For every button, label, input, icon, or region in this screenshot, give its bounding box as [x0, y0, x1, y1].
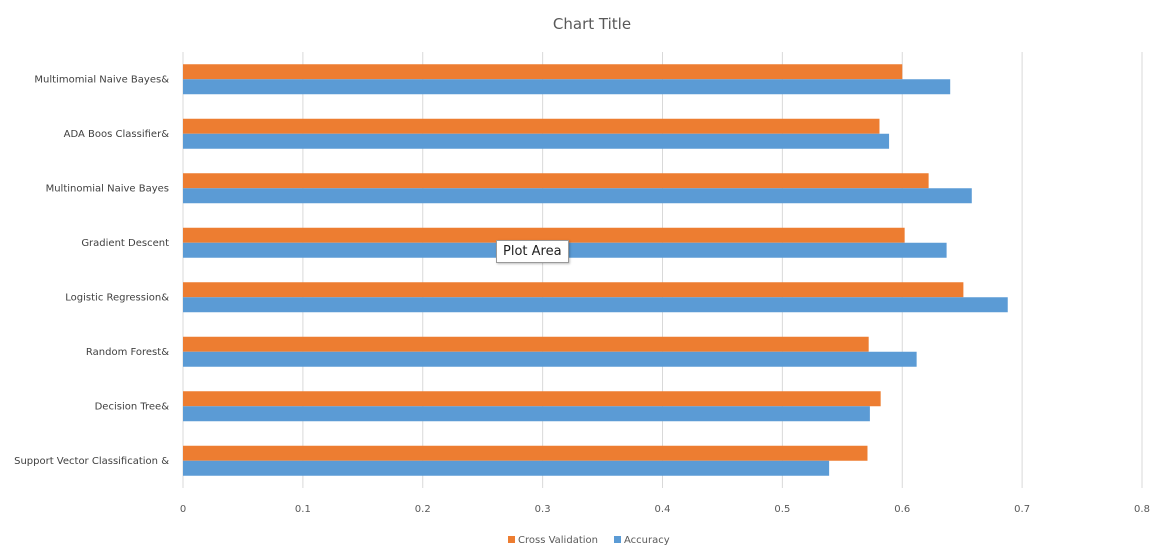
- category-label: Multimomial Naive Bayes&: [34, 74, 169, 85]
- plot-area-tooltip: Plot Area: [496, 240, 569, 263]
- bar-cross-validation-multimomial-naive-bayes: [183, 64, 903, 80]
- legend-swatch-cross-validation: [508, 536, 515, 543]
- legend-swatch-accuracy: [614, 536, 621, 543]
- category-labels: Multimomial Naive Bayes&ADA Boos Classif…: [14, 74, 169, 467]
- x-tick-label: 0.1: [295, 504, 311, 515]
- x-tick-label: 0.3: [535, 504, 551, 515]
- x-tick-label: 0.7: [1014, 504, 1030, 515]
- bar-cross-validation-ada-boos-classifier: [183, 118, 880, 134]
- bar-accuracy-multimomial-naive-bayes: [183, 79, 951, 95]
- bar-accuracy-ada-boos-classifier: [183, 133, 890, 149]
- bar-accuracy-multinomial-naive-bayes: [183, 188, 972, 204]
- x-tick-label: 0.5: [774, 504, 790, 515]
- bar-cross-validation-support-vector-classification: [183, 445, 868, 461]
- bar-accuracy-decision-tree: [183, 406, 870, 422]
- category-label: Multinomial Naive Bayes: [46, 183, 169, 194]
- bar-accuracy-support-vector-classification: [183, 460, 830, 476]
- x-tick-label: 0.2: [415, 504, 431, 515]
- legend-label-cross-validation: Cross Validation: [518, 535, 598, 546]
- legend-label-accuracy: Accuracy: [624, 535, 670, 546]
- category-label: ADA Boos Classifier&: [64, 129, 170, 140]
- bar-cross-validation-logistic-regression: [183, 282, 964, 298]
- x-tick-label: 0: [180, 504, 186, 515]
- bar-cross-validation-multinomial-naive-bayes: [183, 173, 929, 189]
- gridlines: [182, 52, 1143, 488]
- category-label: Logistic Regression&: [65, 292, 169, 303]
- category-label: Gradient Descent: [81, 238, 169, 249]
- bar-accuracy-random-forest: [183, 351, 917, 367]
- bar-accuracy-logistic-regression: [183, 297, 1008, 313]
- x-tick-label: 0.6: [894, 504, 910, 515]
- category-label: Support Vector Classification &: [14, 456, 169, 467]
- x-tick-label: 0.4: [655, 504, 671, 515]
- bar-cross-validation-random-forest: [183, 336, 869, 352]
- chart-title: Chart Title: [553, 15, 631, 33]
- x-tick-label: 0.8: [1134, 504, 1150, 515]
- bars: [183, 64, 1008, 476]
- legend: Cross Validation Accuracy: [508, 535, 670, 546]
- category-label: Decision Tree&: [95, 401, 170, 412]
- x-axis-tick-labels: 0 0.1 0.2 0.3 0.4 0.5 0.6 0.7 0.8: [180, 504, 1150, 515]
- category-label: Random Forest&: [86, 347, 169, 358]
- bar-cross-validation-decision-tree: [183, 391, 881, 407]
- bar-cross-validation-gradient-descent: [183, 227, 905, 243]
